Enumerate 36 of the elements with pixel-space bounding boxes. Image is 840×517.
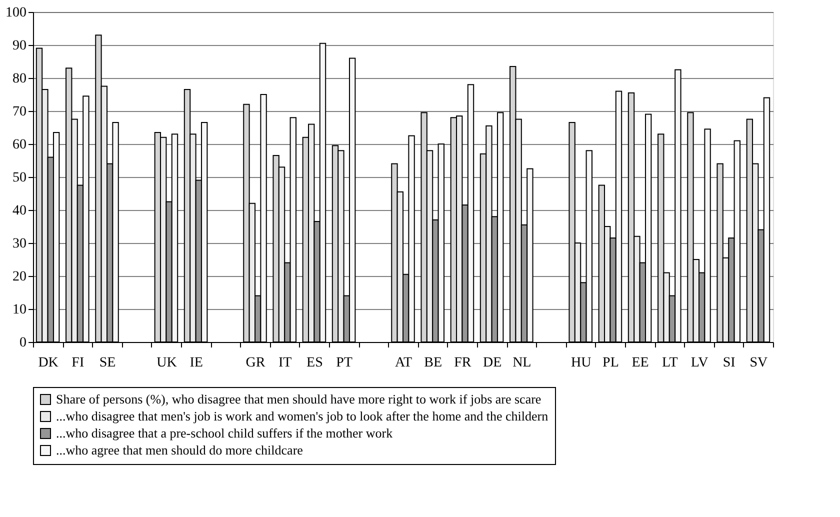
x-tick-label: SI xyxy=(722,356,736,370)
y-tick-label: 80 xyxy=(12,72,26,86)
x-tick-label: AT xyxy=(394,356,412,370)
legend-label: ...who disagree that men's job is work and women's job to look after the home and the childern xyxy=(56,408,549,424)
x-tick-label: EE xyxy=(632,356,649,370)
x-tick-label: FI xyxy=(72,356,84,370)
legend-label: Share of persons (%), who disagree that men should have more right to work if jobs are scare xyxy=(56,392,542,406)
x-tick-label: SE xyxy=(99,356,116,370)
y-tick-label: 50 xyxy=(12,170,26,186)
y-tick-label: 60 xyxy=(12,138,26,152)
x-tick-label: HU xyxy=(570,356,592,370)
y-tick-label: 30 xyxy=(12,236,26,252)
x-tick-label: UK xyxy=(156,356,177,370)
legend-label: ...who disagree that a pre-school child suffers if the mother work xyxy=(56,426,394,440)
x-tick-label: SV xyxy=(750,356,768,370)
y-tick-label: 20 xyxy=(12,270,26,284)
x-tick-label: FR xyxy=(454,356,472,370)
legend-label: ...who agree that men should do more childcare xyxy=(56,442,304,458)
x-tick-label: IE xyxy=(190,356,203,370)
y-tick-label: 40 xyxy=(12,204,26,218)
y-tick-label: 10 xyxy=(12,302,26,318)
x-tick-label: ES xyxy=(306,356,323,370)
x-tick-label: LT xyxy=(662,356,678,370)
y-tick-label: 0 xyxy=(20,336,26,350)
y-tick-label: 70 xyxy=(12,104,26,120)
y-tick-label: 90 xyxy=(12,38,26,54)
x-tick-label: NL xyxy=(512,356,532,370)
x-tick-label: LV xyxy=(690,356,708,370)
x-tick-label: DK xyxy=(38,356,58,370)
x-tick-label: IT xyxy=(278,356,292,370)
x-tick-label: DE xyxy=(482,356,502,370)
x-tick-label: BE xyxy=(424,356,442,370)
x-tick-label: PL xyxy=(602,356,619,370)
y-tick-label: 100 xyxy=(6,6,26,20)
x-tick-label: PT xyxy=(336,356,353,370)
x-tick-label: GR xyxy=(246,356,266,370)
